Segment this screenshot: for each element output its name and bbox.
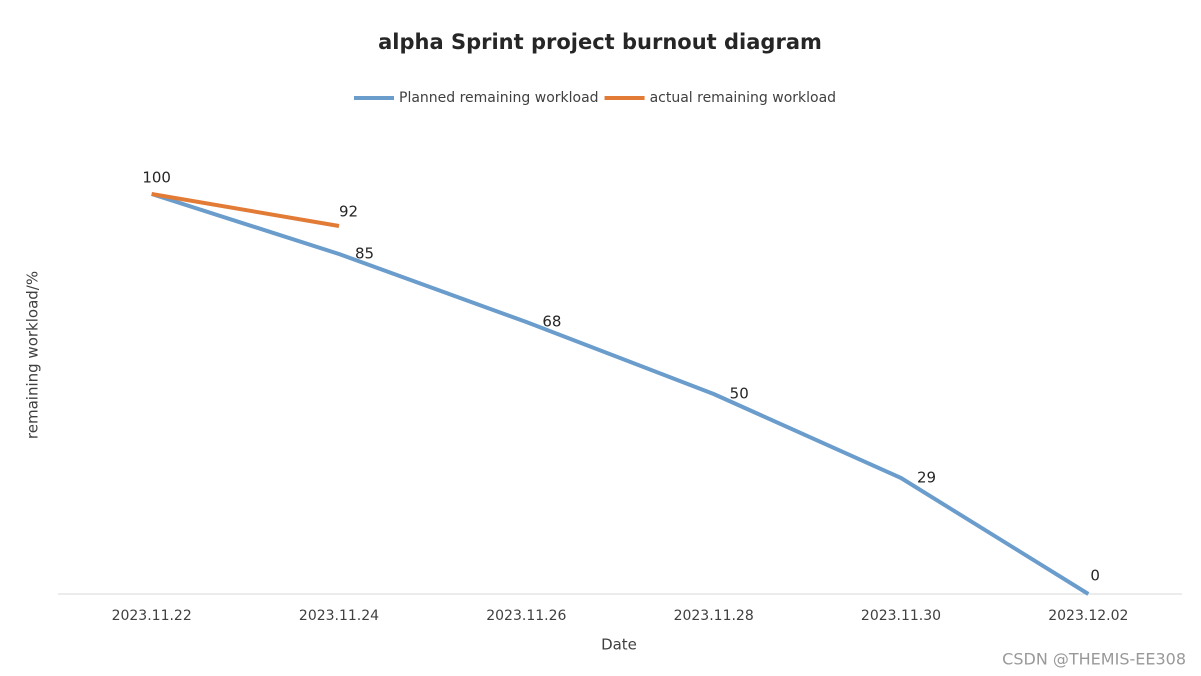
x-tick-label: 2023.11.22 <box>112 608 192 624</box>
data-label: 29 <box>917 469 936 487</box>
x-tick-label: 2023.11.30 <box>861 608 941 624</box>
watermark: CSDN @THEMIS-EE308 <box>1002 650 1186 669</box>
legend-label: actual remaining workload <box>650 90 837 106</box>
y-axis-label: remaining workload/% <box>24 271 42 439</box>
data-label: 68 <box>542 313 561 331</box>
x-tick-label: 2023.12.02 <box>1048 608 1128 624</box>
data-label: 92 <box>339 203 358 221</box>
data-label: 100 <box>142 169 171 187</box>
chart-title: alpha Sprint project burnout diagram <box>378 30 822 54</box>
x-tick-label: 2023.11.24 <box>299 608 379 624</box>
data-label: 50 <box>730 385 749 403</box>
x-tick-label: 2023.11.26 <box>486 608 566 624</box>
x-tick-label: 2023.11.28 <box>674 608 754 624</box>
data-label: 0 <box>1090 567 1100 585</box>
data-label: 85 <box>355 245 374 263</box>
series-line <box>151 192 340 228</box>
series-line <box>151 192 1090 596</box>
x-axis-label: Date <box>601 636 637 654</box>
legend-label: Planned remaining workload <box>399 90 599 106</box>
